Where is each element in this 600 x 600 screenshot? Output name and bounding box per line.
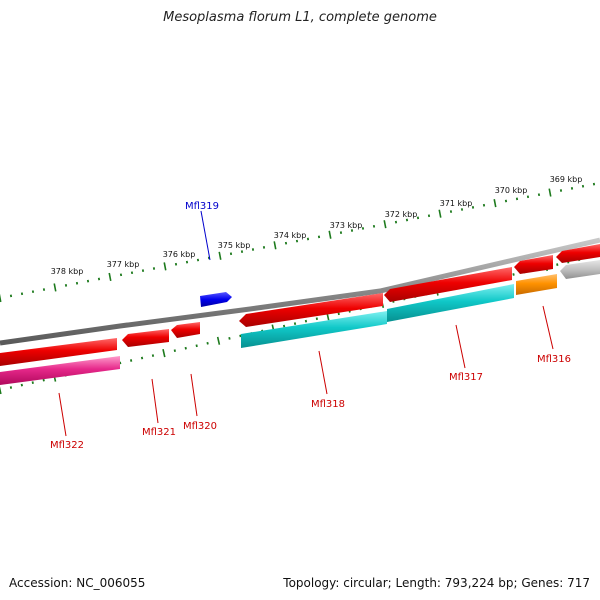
major-tick (108, 272, 112, 281)
scale-label: 371 kbp (440, 199, 473, 208)
major-tick (493, 199, 497, 208)
minor-tick (282, 324, 286, 328)
gene-label-mfl321[interactable]: Mfl321 (142, 427, 176, 438)
gene-arrow[interactable] (239, 293, 383, 327)
major-tick (218, 251, 222, 260)
gene-arrow[interactable] (387, 284, 514, 322)
gene-label-mfl319[interactable]: Mfl319 (185, 201, 219, 212)
gene-label-mfl316[interactable]: Mfl316 (537, 354, 571, 365)
label-leaders (58, 210, 554, 437)
gene-label-mfl322[interactable]: Mfl322 (50, 440, 84, 451)
leader-line (190, 373, 198, 417)
minor-tick (293, 322, 297, 325)
minor-tick (556, 263, 559, 266)
gene-arrow[interactable] (384, 267, 512, 302)
scale-label: 372 kbp (385, 210, 418, 219)
leader-line (200, 210, 211, 261)
minor-tick (195, 344, 198, 348)
accession-text: Accession: NC_006055 (9, 576, 146, 590)
minor-tick (119, 361, 122, 365)
major-tick (163, 262, 167, 271)
gene-arrow[interactable] (514, 255, 553, 274)
minor-tick (173, 349, 176, 353)
major-tick (53, 283, 57, 292)
scale-label: 373 kbp (330, 221, 363, 230)
minor-tick (151, 354, 155, 357)
gene-label-mfl318[interactable]: Mfl318 (311, 399, 345, 410)
reverse-strand-features (0, 260, 600, 385)
minor-tick (184, 346, 187, 350)
gene-arrow[interactable] (241, 311, 387, 348)
minor-tick (337, 312, 340, 316)
scale-labels: 369 kbp 370 kbp 371 kbp 372 kbp 373 kbp … (51, 175, 583, 276)
gene-label-mfl320[interactable]: Mfl320 (183, 421, 217, 432)
gene-arrow[interactable] (0, 356, 120, 385)
major-tick (273, 241, 277, 250)
major-tick (0, 293, 2, 303)
scale-label: 377 kbp (107, 260, 140, 269)
leader-line (542, 305, 554, 350)
gene-arrow[interactable] (200, 292, 232, 307)
scale-label: 370 kbp (495, 186, 528, 195)
leader-line (318, 350, 328, 395)
major-tick (328, 230, 332, 239)
gene-arrow[interactable] (516, 274, 557, 295)
minor-tick (304, 319, 308, 323)
scale-label: 375 kbp (218, 241, 251, 250)
major-tick (383, 220, 387, 229)
major-tick (162, 349, 166, 358)
outer-scale-ticks (0, 182, 596, 303)
leader-line (58, 392, 67, 437)
minor-tick (315, 317, 319, 321)
leader-line (151, 378, 159, 424)
major-tick (438, 209, 442, 218)
gene-arrow[interactable] (122, 329, 169, 347)
major-tick (548, 188, 552, 197)
minor-tick (228, 337, 231, 340)
minor-tick (42, 378, 45, 382)
minor-tick (20, 383, 23, 387)
minor-tick (9, 386, 13, 389)
gene-arrow[interactable] (0, 338, 117, 366)
minor-tick (140, 356, 144, 360)
minor-tick (129, 359, 133, 362)
gene-arrow[interactable] (556, 244, 600, 263)
scale-label: 376 kbp (163, 250, 196, 259)
major-tick (0, 386, 2, 395)
gene-labels: Mfl316 Mfl317 Mfl318 Mfl319 Mfl320 Mfl32… (50, 201, 571, 451)
genome-backbone (0, 237, 600, 346)
minor-tick (239, 334, 242, 338)
minor-tick (512, 273, 515, 276)
gene-arrow[interactable] (560, 260, 600, 279)
scale-label: 374 kbp (274, 231, 307, 240)
map-title: Mesoplasma florum L1, complete genome (163, 10, 437, 25)
major-tick (216, 336, 221, 345)
minor-tick (206, 341, 209, 345)
minor-tick (31, 381, 34, 384)
scale-label: 378 kbp (51, 267, 84, 276)
leader-line (455, 324, 466, 369)
gene-label-mfl317[interactable]: Mfl317 (449, 372, 483, 383)
scale-label: 369 kbp (550, 175, 583, 184)
genome-summary-text: Topology: circular; Length: 793,224 bp; … (283, 576, 590, 590)
forward-strand-features (200, 244, 600, 307)
gene-arrow[interactable] (171, 322, 200, 338)
